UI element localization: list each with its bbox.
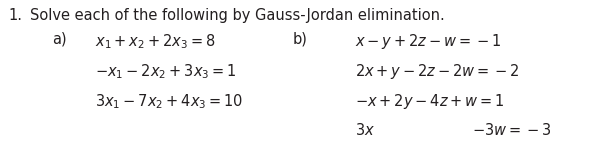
Text: $-x + 2y - 4z + w = 1$: $-x + 2y - 4z + w = 1$ [355, 92, 505, 111]
Text: $- 3w = -3$: $- 3w = -3$ [472, 122, 551, 138]
Text: $3x_1 - 7x_2 + 4x_3 = 10$: $3x_1 - 7x_2 + 4x_3 = 10$ [95, 92, 243, 111]
Text: $2x + y - 2z - 2w = -2$: $2x + y - 2z - 2w = -2$ [355, 62, 520, 81]
Text: a): a) [52, 32, 67, 47]
Text: $x_1 + x_2 + 2x_3 = 8$: $x_1 + x_2 + 2x_3 = 8$ [95, 32, 215, 51]
Text: $x - y + 2z - w = -1$: $x - y + 2z - w = -1$ [355, 32, 502, 51]
Text: $-x_1 - 2x_2 + 3x_3 = 1$: $-x_1 - 2x_2 + 3x_3 = 1$ [95, 62, 237, 81]
Text: Solve each of the following by Gauss-Jordan elimination.: Solve each of the following by Gauss-Jor… [30, 8, 445, 23]
Text: 1.: 1. [8, 8, 22, 23]
Text: $3x$: $3x$ [355, 122, 375, 138]
Text: b): b) [293, 32, 308, 47]
